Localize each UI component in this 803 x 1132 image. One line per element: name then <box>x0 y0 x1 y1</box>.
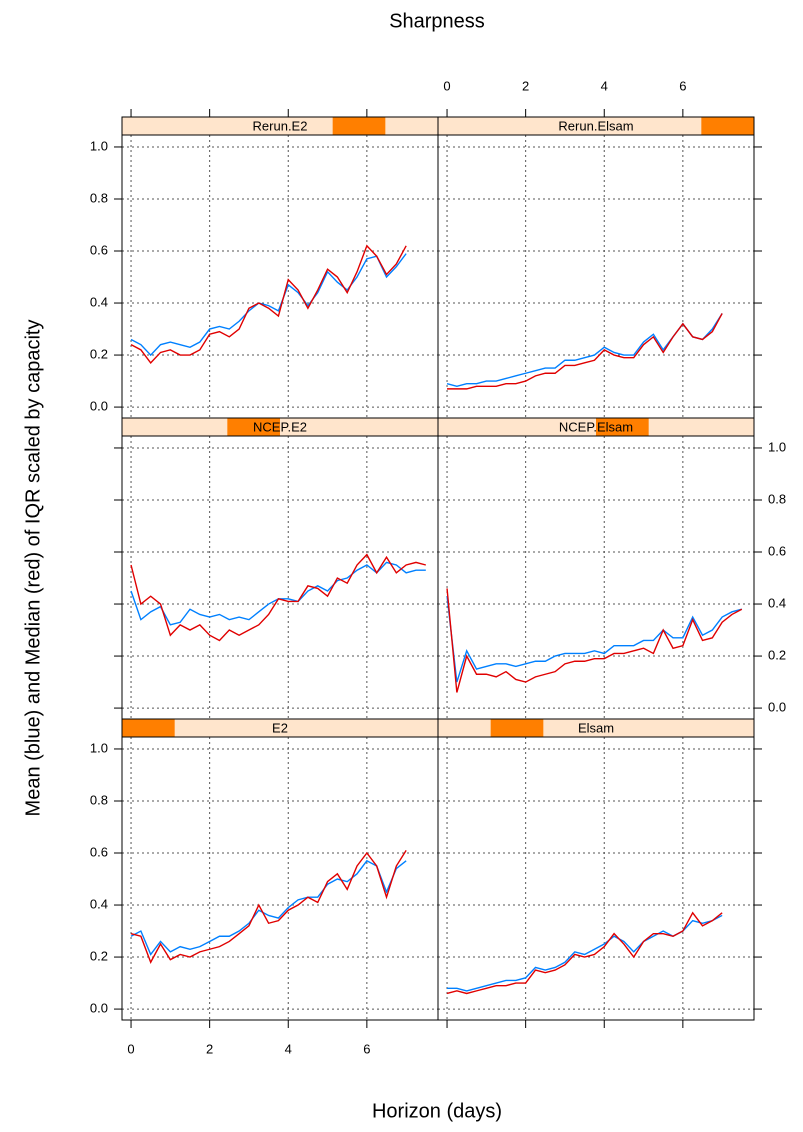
x-tick-label: 4 <box>601 78 608 93</box>
y-tick-label: 0.6 <box>90 242 108 257</box>
strip-title: Rerun.E2 <box>253 118 308 133</box>
y-tick-label: 0.8 <box>90 190 108 205</box>
y-tick-label: 0.0 <box>90 1001 108 1016</box>
strip-title: NCEP.E2 <box>253 419 307 434</box>
panel-border <box>437 435 755 720</box>
y-tick-label: 1.0 <box>90 740 108 755</box>
y-tick-label: 0.4 <box>90 294 108 309</box>
series-line <box>446 313 723 387</box>
strip-level <box>332 117 386 135</box>
series-line <box>446 596 742 683</box>
panel-border <box>437 134 755 419</box>
x-tick-label: 0 <box>127 1041 134 1056</box>
series-line <box>447 914 723 992</box>
x-tick-label: 6 <box>363 1041 370 1056</box>
y-tick-label: 0.8 <box>768 491 786 506</box>
series-line <box>446 911 723 995</box>
y-tick-label: 0.4 <box>90 896 108 911</box>
strip-title: E2 <box>272 720 288 735</box>
y-tick-label: 1.0 <box>90 138 108 153</box>
x-tick-label: 2 <box>206 1041 213 1056</box>
x-axis-label: Horizon (days) <box>372 1100 502 1122</box>
y-tick-label: 0.8 <box>90 792 108 807</box>
strip-level <box>701 117 754 135</box>
y-axis-label: Mean (blue) and Median (red) of IQR scal… <box>22 320 44 817</box>
strip-level <box>122 719 175 737</box>
y-tick-label: 0.2 <box>768 647 786 662</box>
x-tick-label: 2 <box>522 78 529 93</box>
y-tick-label: 0.2 <box>90 346 108 361</box>
strip-level <box>490 719 544 737</box>
strip-title: Rerun.Elsam <box>558 118 633 133</box>
x-tick-label: 0 <box>443 78 450 93</box>
y-tick-label: 0.2 <box>90 948 108 963</box>
y-tick-label: 0.4 <box>768 595 786 610</box>
strip-title: Elsam <box>578 720 614 735</box>
y-tick-label: 0.6 <box>768 543 786 558</box>
x-tick-label: 4 <box>285 1041 292 1056</box>
series-line <box>130 253 407 357</box>
y-tick-label: 1.0 <box>768 439 786 454</box>
panel-border <box>437 736 755 1021</box>
series-line <box>130 561 426 626</box>
strip <box>122 719 438 737</box>
series-line <box>130 244 407 364</box>
series-line <box>447 313 723 390</box>
panel-border <box>121 736 439 1021</box>
panel-border <box>121 134 439 419</box>
panel-border <box>121 435 439 720</box>
series-line <box>130 850 407 964</box>
strip <box>438 117 754 135</box>
y-tick-label: 0.0 <box>768 700 786 715</box>
chart-title: Sharpness <box>389 10 485 32</box>
y-tick-label: 0.6 <box>90 844 108 859</box>
series-line <box>446 588 743 693</box>
x-tick-label: 6 <box>679 78 686 93</box>
series-line <box>130 859 407 956</box>
strip-title: NCEP.Elsam <box>559 419 633 434</box>
strip-level <box>227 418 280 436</box>
strip-level <box>596 418 649 436</box>
y-tick-label: 0.0 <box>90 399 108 414</box>
series-line <box>130 553 426 642</box>
